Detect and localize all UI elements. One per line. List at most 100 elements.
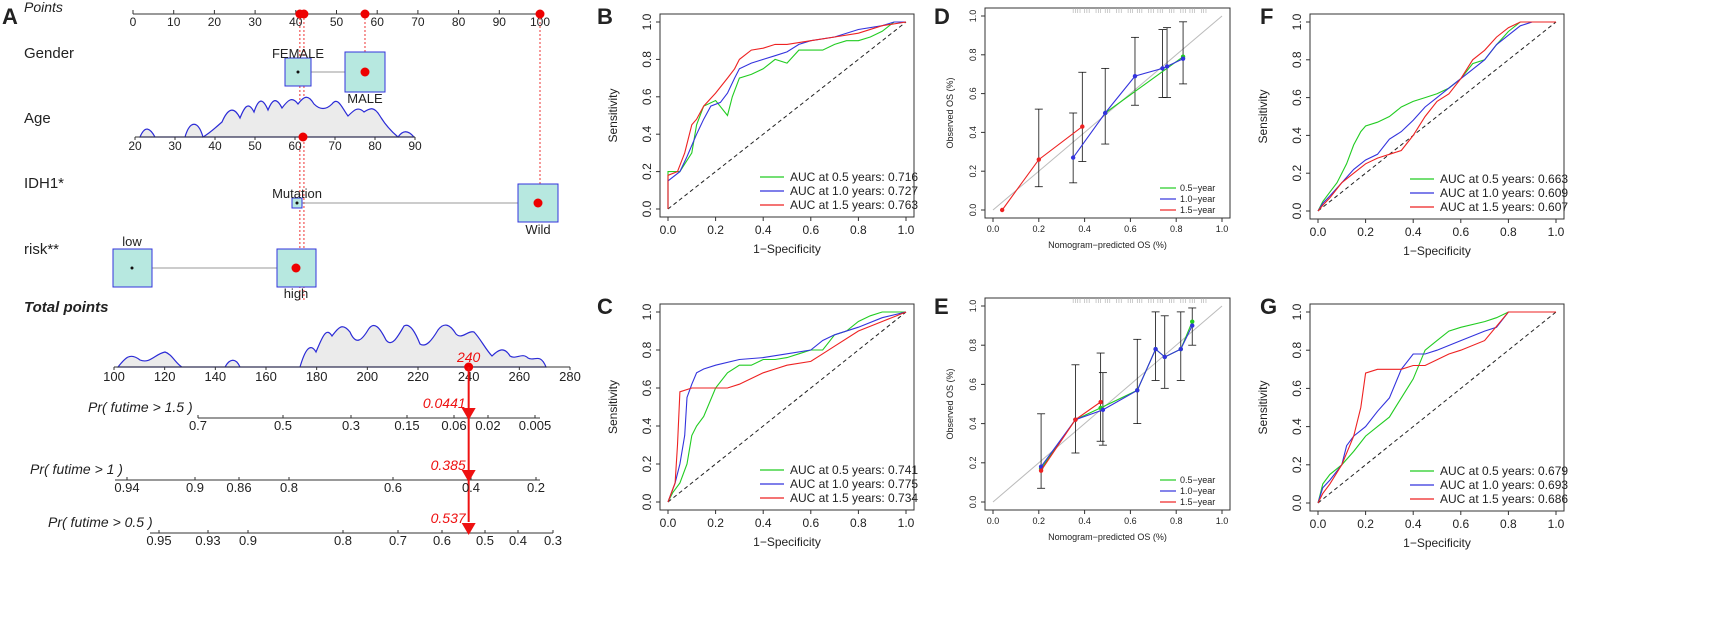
probability-marked-label: 0.537: [431, 510, 467, 526]
y-tick-label: 1.0: [1290, 13, 1304, 30]
probability-arrow: [461, 408, 476, 420]
total-points-tick-label: 280: [559, 369, 581, 384]
row-label-gender: Gender: [24, 45, 74, 62]
risk-high-marker: [291, 263, 301, 273]
row-label-total-points: Total points: [24, 299, 108, 316]
y-axis-label: Observed OS (%): [945, 368, 955, 439]
panel-label: B: [597, 4, 613, 29]
y-tick-label: 0.6: [968, 87, 978, 100]
series-line: [1040, 325, 1193, 468]
points-tick-label: 90: [493, 15, 507, 29]
points-tick-label: 70: [411, 15, 425, 29]
y-tick-label: 0.2: [968, 457, 978, 470]
series-line: [667, 21, 907, 209]
x-tick-label: 0.4: [1078, 516, 1091, 526]
legend-entry: AUC at 1.5 years: 0.686: [1440, 492, 1568, 506]
series-point: [1103, 110, 1108, 116]
risk-low-dot: [130, 266, 134, 270]
legend-entry: AUC at 1.0 years: 0.609: [1440, 186, 1568, 200]
probability-tick-label: 0.9: [186, 480, 204, 495]
probability-marked-label: 0.0441: [423, 395, 466, 411]
total-points-tick-label: 140: [204, 369, 226, 384]
series-point: [1038, 468, 1044, 473]
probability-tick-label: 0.4: [509, 533, 527, 548]
series-point: [1080, 124, 1085, 129]
probability-tick-label: 0.005: [519, 418, 552, 433]
points-marker: [360, 9, 370, 19]
points-tick-label: 20: [208, 15, 222, 29]
series-line: [1317, 21, 1556, 212]
probability-tick-label: 0.9: [239, 533, 257, 548]
y-tick-label: 0.6: [1290, 89, 1304, 106]
legend-entry: AUC at 1.5 years: 0.734: [790, 491, 918, 505]
total-points-tick-label: 100: [103, 369, 125, 384]
probability-tick-label: 0.3: [544, 533, 562, 548]
probability-tick-label: 0.5: [476, 533, 494, 548]
x-tick-label: 0.4: [755, 223, 772, 237]
x-tick-label: 1.0: [1216, 224, 1229, 234]
probability-tick-label: 0.95: [146, 533, 171, 548]
plot-frame: [1309, 303, 1565, 512]
x-tick-label: 0.2: [1357, 225, 1374, 239]
probability-tick-label: 0.6: [384, 480, 402, 495]
total-points-marked-label: 240: [456, 349, 481, 365]
total-points-tick-label: 260: [508, 369, 530, 384]
y-tick-label: 1.0: [1290, 303, 1304, 320]
row-label-age: Age: [24, 110, 51, 127]
series-line: [667, 311, 907, 503]
x-tick-label: 0.4: [1405, 517, 1422, 531]
legend-entry: 1.0−year: [1180, 486, 1215, 496]
legend-entry: AUC at 0.5 years: 0.679: [1440, 464, 1568, 478]
age-tick-label: 70: [328, 139, 342, 153]
total-points-tick-label: 160: [255, 369, 277, 384]
y-tick-label: 0.0: [968, 204, 978, 217]
idh1-mutation-dot: [295, 201, 299, 205]
series-line: [1317, 21, 1556, 212]
x-tick-label: 0.8: [1170, 224, 1183, 234]
probability-tick-label: 0.94: [114, 480, 139, 495]
x-tick-label: 0.8: [1500, 517, 1517, 531]
plot-frame: [659, 303, 915, 511]
y-tick-label: 0.4: [968, 126, 978, 139]
probability-tick-label: 0.06: [441, 418, 466, 433]
row-label-points: Points: [24, 0, 63, 15]
probability-arrow: [461, 523, 476, 535]
probability-tick-label: 0.7: [389, 533, 407, 548]
series-line: [1040, 321, 1193, 470]
y-tick-label: 0.4: [1290, 418, 1304, 435]
y-tick-label: 0.8: [640, 341, 654, 358]
y-tick-label: 0.2: [640, 455, 654, 472]
legend-entry: 1.5−year: [1180, 497, 1215, 507]
legend-entry: AUC at 0.5 years: 0.741: [790, 463, 918, 477]
series-point: [1098, 399, 1103, 405]
panel-d: D 0.0 0.0 0.2 0.2 0.4 0.4 0.6 0.6 0.8 0.8 1.0 1.0 Nom…: [934, 4, 1231, 250]
series-point: [1135, 388, 1140, 393]
x-tick-label: 1.0: [1548, 517, 1565, 531]
probability-tick-label: 0.15: [394, 418, 419, 433]
reference-diagonal: [667, 311, 907, 503]
idh1-level-wild: Wild: [525, 222, 550, 237]
points-tick-label: 10: [167, 15, 181, 29]
probability-tick-label: 0.86: [226, 480, 251, 495]
x-tick-label: 0.4: [1078, 224, 1091, 234]
age-tick-label: 80: [368, 139, 382, 153]
y-tick-label: 1.0: [640, 303, 654, 320]
age-tick-label: 30: [168, 139, 182, 153]
x-tick-label: 1.0: [1216, 516, 1229, 526]
points-tick-label: 80: [452, 15, 466, 29]
y-tick-label: 0.2: [1290, 165, 1304, 182]
panel-label: C: [597, 294, 613, 319]
gender-level-male: MALE: [347, 91, 383, 106]
x-tick-label: 0.6: [802, 223, 819, 237]
series-line: [1317, 311, 1556, 504]
gender-level-female: FEMALE: [272, 46, 324, 61]
panel-label: E: [934, 294, 949, 319]
y-tick-label: 0.0: [1290, 494, 1304, 511]
legend-entry: AUC at 1.0 years: 0.727: [790, 184, 918, 198]
y-tick-label: 0.6: [640, 88, 654, 105]
x-tick-label: 0.2: [1033, 516, 1046, 526]
y-axis-label: Sensitivity: [1256, 89, 1270, 143]
x-tick-label: 0.2: [707, 223, 724, 237]
x-tick-label: 0.6: [1124, 516, 1137, 526]
age-tick-label: 60: [288, 139, 302, 153]
